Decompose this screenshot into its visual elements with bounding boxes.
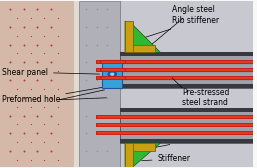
Bar [120,52,253,88]
Bar [120,84,253,88]
Bar [125,143,133,167]
Bar [125,45,155,52]
Text: Shear panel: Shear panel [2,68,100,77]
Ellipse shape [108,71,117,78]
Bar [120,108,253,143]
Polygon shape [133,25,161,52]
Bar [125,21,133,52]
Text: Stiffener: Stiffener [142,154,191,163]
Text: Angle steel: Angle steel [149,5,215,47]
Bar [79,1,120,167]
Bar [120,139,253,143]
Polygon shape [125,143,153,167]
Polygon shape [125,21,153,52]
Text: Preformed hole: Preformed hole [2,87,108,104]
Ellipse shape [110,72,115,76]
Polygon shape [133,143,161,167]
Bar [74,1,79,167]
Text: Reinforcing plate: Reinforcing plate [150,133,241,149]
Bar [125,143,155,151]
Bar [120,108,253,112]
Text: Pre-stressed
steel strand: Pre-stressed steel strand [182,88,230,107]
Bar [120,1,253,167]
Bar [120,52,253,56]
Text: Rib stiffener: Rib stiffener [137,16,219,40]
Bar [103,60,122,88]
Bar [0,1,77,167]
